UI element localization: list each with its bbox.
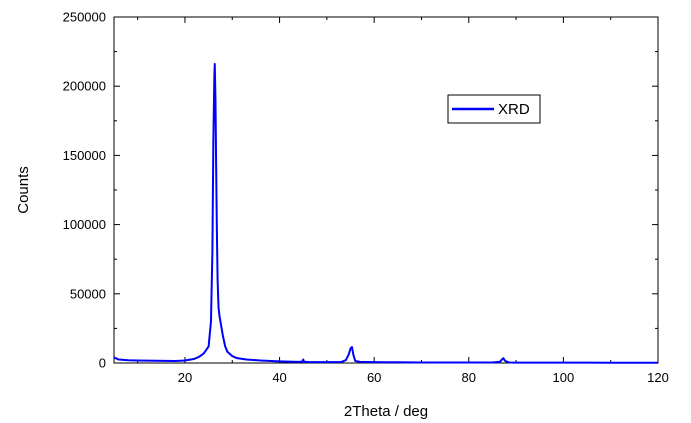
x-tick-label: 120 — [647, 370, 669, 385]
y-tick-label: 100000 — [63, 217, 106, 232]
y-tick-label: 200000 — [63, 79, 106, 94]
x-tick-label: 40 — [272, 370, 286, 385]
series-line-xrd — [113, 63, 658, 364]
x-tick-label: 20 — [178, 370, 192, 385]
y-tick-label: 150000 — [63, 148, 106, 163]
legend-label-xrd: XRD — [498, 101, 530, 118]
x-tick-label: 80 — [462, 370, 476, 385]
y-axis-title: Counts — [15, 166, 32, 214]
y-tick-label: 50000 — [70, 286, 106, 301]
legend: XRD — [447, 94, 541, 124]
x-axis-title: 2Theta / deg — [344, 403, 428, 420]
y-tick-label: 250000 — [63, 10, 106, 25]
plot-area-frame — [113, 16, 659, 364]
y-tick-label: 0 — [99, 356, 106, 371]
x-tick-label: 60 — [367, 370, 381, 385]
y-axis-ticks: 0 50000 100000 150000 200000 250000 — [63, 10, 658, 371]
series-layer — [113, 63, 658, 364]
x-tick-label: 100 — [553, 370, 575, 385]
